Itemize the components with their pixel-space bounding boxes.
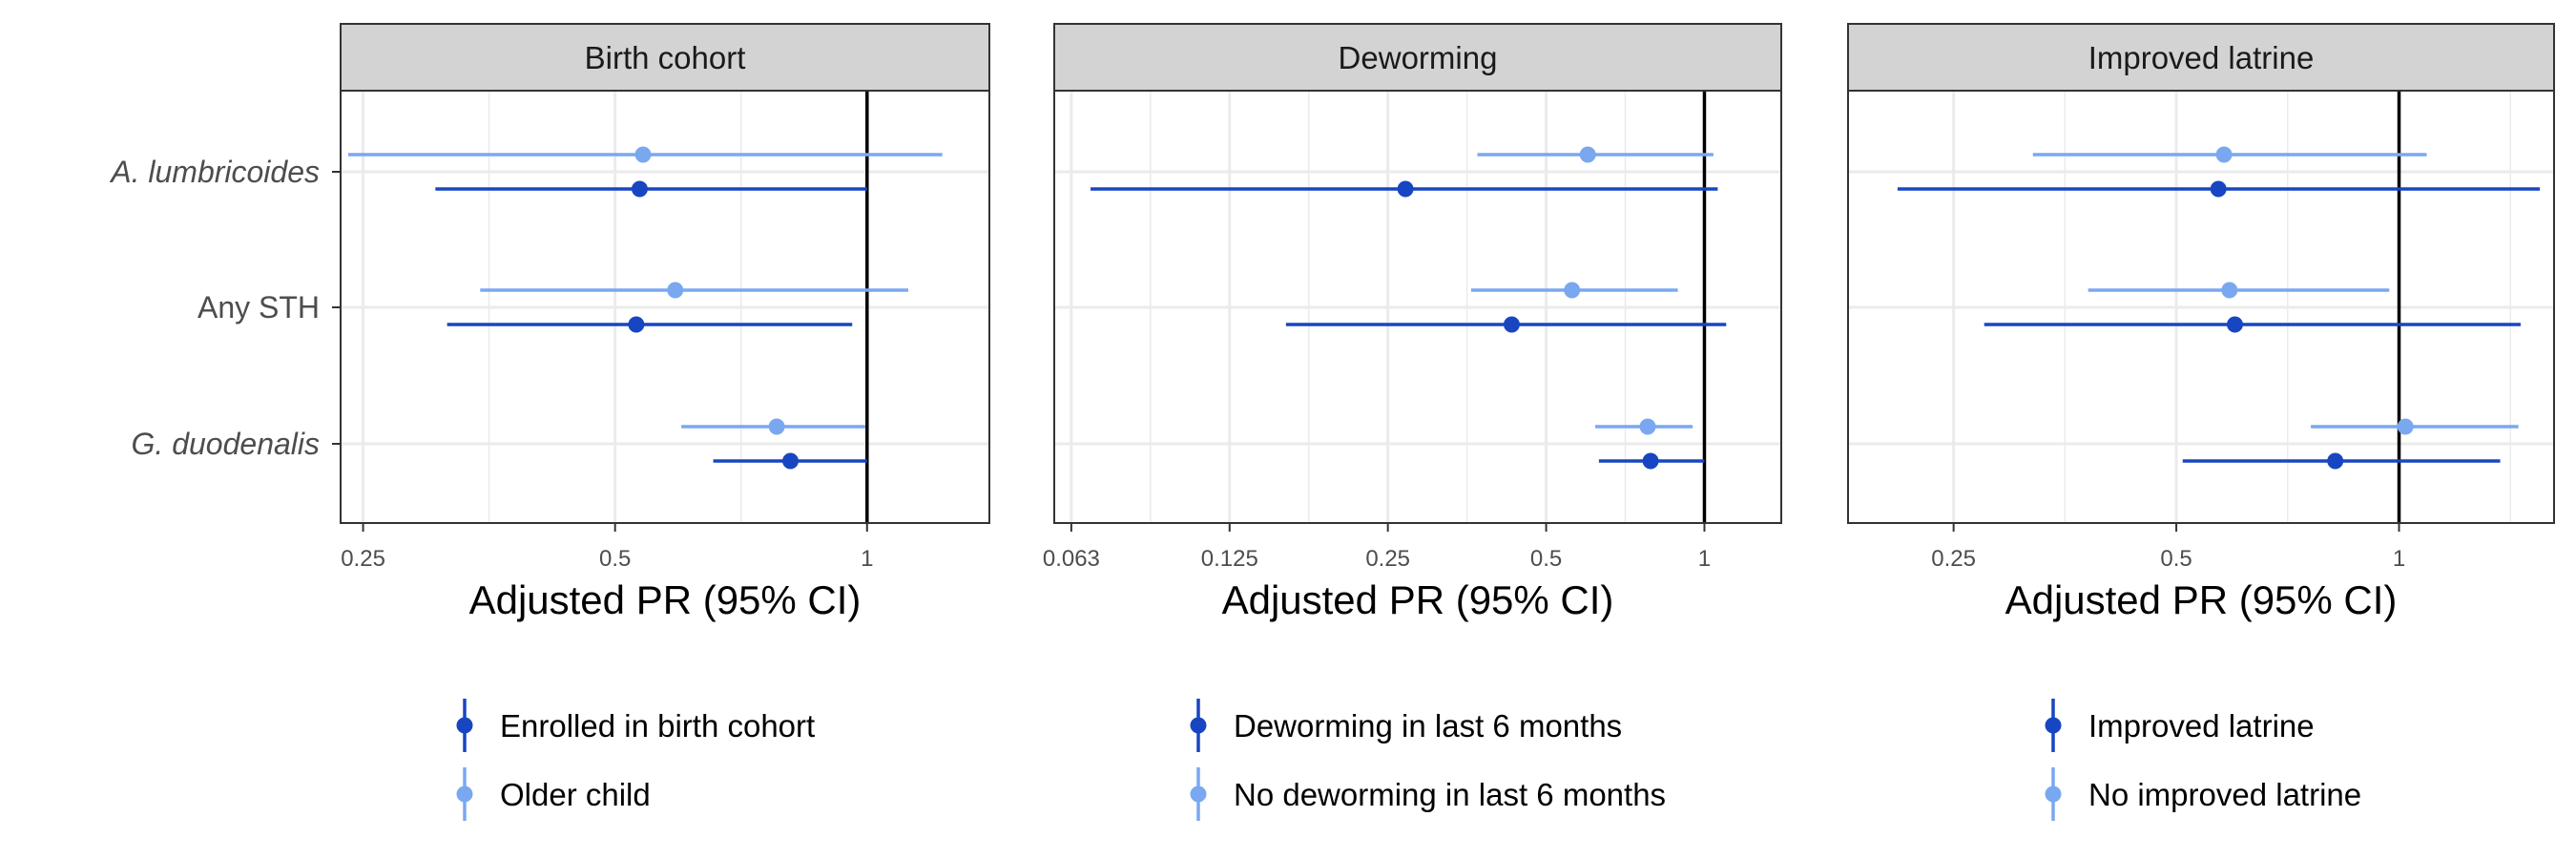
y-tick-label: A. lumbricoides — [109, 155, 320, 189]
point-estimate — [1639, 418, 1656, 435]
x-tick-label: 0.5 — [1530, 546, 1562, 572]
facet-strip — [1053, 23, 1782, 92]
x-tick-label: 0.25 — [1931, 546, 1976, 572]
legend-label: Improved latrine — [2088, 708, 2315, 744]
x-axis-title: Adjusted PR (95% CI) — [469, 577, 862, 622]
point-estimate — [2215, 146, 2233, 163]
facet-strip-label: Improved latrine — [2088, 40, 2315, 75]
x-tick-label: 0.25 — [1365, 546, 1410, 572]
legend-key-point — [2045, 786, 2062, 803]
legend-label: Deworming in last 6 months — [1234, 708, 1622, 744]
legend-item: Older child — [456, 767, 651, 821]
legend-label: No deworming in last 6 months — [1234, 777, 1666, 812]
facet-panel-0: Birth cohort 0.25 0.5 1 Adjusted PR (95% CI)… — [109, 23, 990, 622]
facet-strip-label: Birth cohort — [585, 40, 746, 75]
x-tick-label: 0.5 — [599, 546, 631, 572]
legend-key-point — [2045, 717, 2062, 734]
facet-strip-label: Deworming — [1339, 40, 1498, 75]
legend-key-point — [456, 717, 473, 734]
x-tick-label: 0.25 — [341, 546, 385, 572]
legend-item: No deworming in last 6 months — [1190, 767, 1666, 821]
point-estimate — [2397, 418, 2414, 435]
point-estimate — [1564, 282, 1581, 299]
point-estimate — [1579, 146, 1596, 163]
point-estimate — [628, 316, 645, 333]
point-estimate — [2221, 282, 2238, 299]
x-tick-label: 0.125 — [1201, 546, 1258, 572]
facet-panel-1: Deworming 0.063 0.125 0.25 0.5 1 Adjusted PR (… — [1043, 23, 1782, 622]
point-estimate — [1503, 316, 1520, 333]
legend-key-point — [1190, 786, 1207, 803]
y-tick-label: Any STH — [197, 290, 320, 325]
x-axis-title: Adjusted PR (95% CI) — [2005, 577, 2398, 622]
facet-panel-2: Improved latrine 0.25 0.5 1 Adjusted PR (95%… — [1847, 23, 2555, 622]
x-tick-label: 0.5 — [2160, 546, 2192, 572]
point-estimate — [667, 282, 684, 299]
legend-label: Older child — [500, 777, 651, 812]
legend-item: No improved latrine — [2045, 767, 2361, 821]
legend-item: Deworming in last 6 months — [1190, 699, 1622, 752]
point-estimate — [634, 146, 652, 163]
point-estimate — [631, 180, 648, 198]
facet-strip — [340, 23, 990, 92]
legend-item: Improved latrine — [2045, 699, 2315, 752]
point-estimate — [2226, 316, 2243, 333]
x-tick-label: 1 — [2393, 546, 2405, 572]
point-estimate — [1397, 180, 1414, 198]
facet-strip — [1847, 23, 2555, 92]
point-estimate — [782, 452, 800, 470]
legend-label: Enrolled in birth cohort — [500, 708, 815, 744]
legend-item: Enrolled in birth cohort — [456, 699, 815, 752]
x-tick-label: 1 — [861, 546, 873, 572]
legend-key-point — [456, 786, 473, 803]
x-tick-label: 0.063 — [1043, 546, 1100, 572]
point-estimate — [768, 418, 785, 435]
point-estimate — [1642, 452, 1659, 470]
y-tick-label: G. duodenalis — [132, 427, 320, 461]
legend-label: No improved latrine — [2088, 777, 2361, 812]
x-tick-label: 1 — [1698, 546, 1711, 572]
x-axis-title: Adjusted PR (95% CI) — [1222, 577, 1614, 622]
legend-key-point — [1190, 717, 1207, 734]
point-estimate — [2210, 180, 2227, 198]
point-estimate — [2327, 452, 2344, 470]
